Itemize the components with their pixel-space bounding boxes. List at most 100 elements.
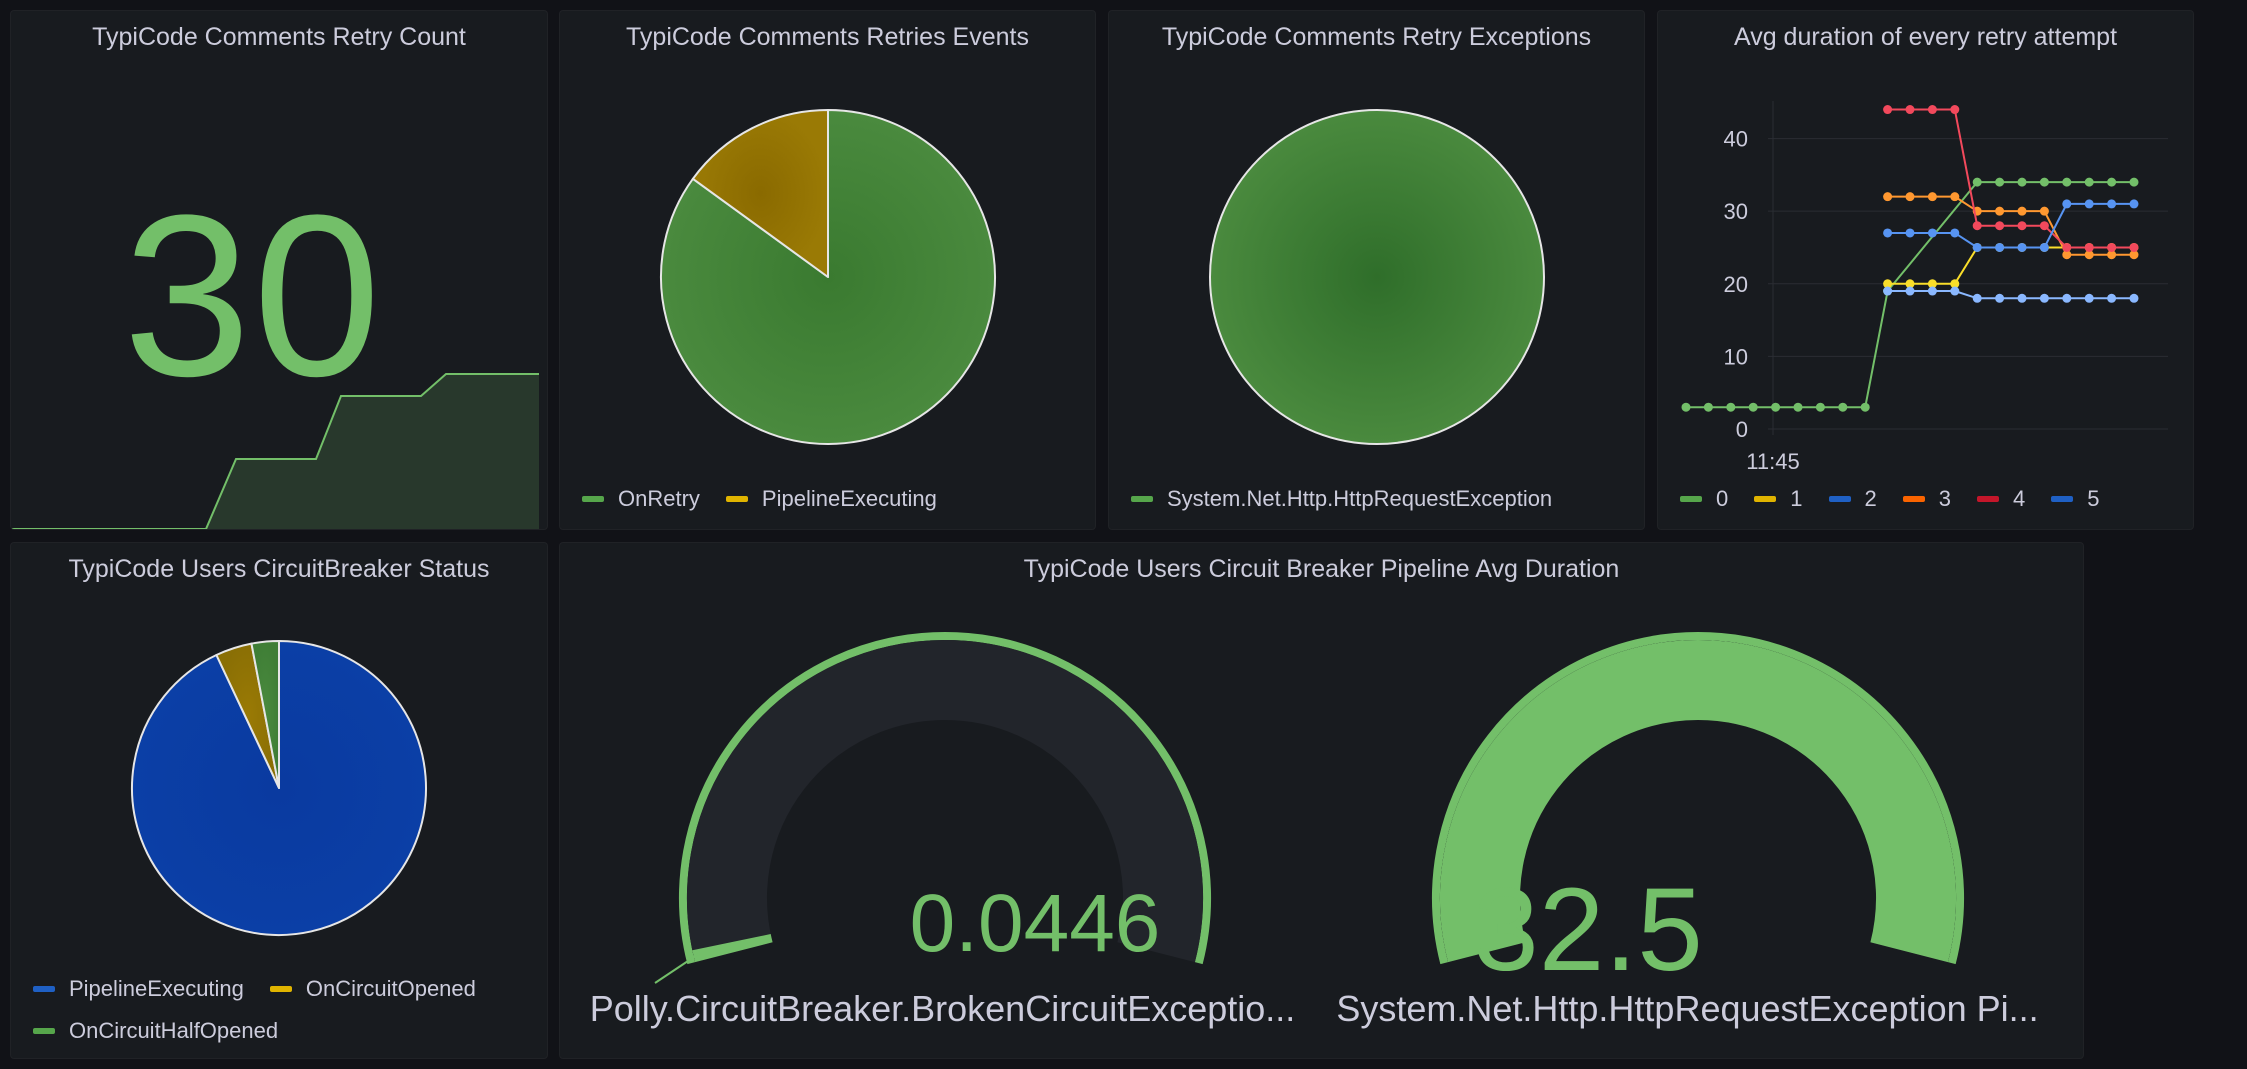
legend-item[interactable]: OnCircuitOpened [269, 968, 476, 1010]
retry-count-sparkline [11, 373, 539, 529]
series-point [2062, 242, 2072, 252]
legend-swatch [1902, 496, 1925, 502]
panel-title: TypiCode Comments Retries Events [626, 23, 1029, 51]
series-point [2017, 293, 2027, 303]
series-point [2129, 242, 2139, 252]
series-point [1838, 402, 1848, 412]
series-point [2084, 242, 2094, 252]
y-tick-label: 20 [1724, 272, 1748, 297]
pie-slice [250, 640, 280, 789]
series-point [1905, 192, 1915, 202]
legend-swatch [1754, 496, 1777, 502]
series-point [1883, 192, 1893, 202]
panel-retry-exceptions[interactable]: TypiCode Comments Retry Exceptions Syste… [1108, 10, 1645, 530]
series-point [1995, 177, 2005, 187]
legend-item[interactable]: PipelineExecuting [725, 478, 937, 520]
gauge-1-fill [692, 933, 773, 963]
sparkline-line [11, 373, 539, 529]
series-point [2017, 177, 2027, 187]
series-point [2062, 177, 2072, 187]
y-tick-label: 30 [1724, 199, 1748, 224]
series-point [2107, 242, 2117, 252]
panel-title: Avg duration of every retry attempt [1733, 23, 2118, 51]
panel-retry-count[interactable]: TypiCode Comments Retry Count 30 [10, 10, 548, 530]
sparkline-area [11, 374, 539, 529]
legend-item[interactable]: 2 [1828, 478, 1877, 520]
legend-label: OnCircuitOpened [305, 976, 476, 1001]
series-point [2084, 293, 2094, 303]
legend-item[interactable]: 0 [1680, 478, 1728, 520]
series-point [2107, 199, 2117, 209]
legend-label: System.Net.Http.HttpRequestException [1167, 486, 1553, 511]
legend-label: 3 [1938, 486, 1951, 511]
series-point [1905, 279, 1915, 289]
series-point [1927, 192, 1937, 202]
series-point [1972, 221, 1982, 231]
legend-item[interactable]: System.Net.Http.HttpRequestException [1131, 478, 1552, 520]
series-line [1887, 108, 2134, 249]
series-point [2129, 177, 2139, 187]
legend-item[interactable]: 1 [1754, 478, 1803, 520]
panel-cb-duration[interactable]: TypiCode Users Circuit Breaker Pipeline … [559, 542, 2084, 1059]
series-point [1950, 105, 1960, 115]
pie-slice [1209, 109, 1545, 445]
legend-swatch [269, 986, 292, 992]
series-point [1815, 402, 1825, 412]
legend-label: PipelineExecuting [761, 486, 937, 511]
y-tick-label: 0 [1736, 417, 1748, 442]
series-point [2084, 177, 2094, 187]
series-point [2039, 206, 2049, 216]
series-point [2017, 242, 2027, 252]
legend-swatch [1828, 496, 1851, 502]
series-point [1905, 105, 1915, 115]
series-point [2084, 199, 2094, 209]
series-point [1883, 286, 1893, 296]
series-point [2017, 206, 2027, 216]
series-point [2129, 250, 2139, 260]
pie-slice [691, 109, 829, 278]
gauge-label-2: System.Net.Http.HttpRequestException Pi.… [1336, 988, 2039, 1029]
series-point [1681, 402, 1691, 412]
panel-avg-duration[interactable]: Avg duration of every retry attempt 0 10 2… [1657, 10, 2194, 530]
series-point [1860, 402, 1870, 412]
legend-label: 5 [2087, 486, 2100, 511]
legend-swatch [582, 496, 604, 502]
legend: OnRetry PipelineExecuting [582, 478, 963, 520]
panel-retries-events[interactable]: TypiCode Comments Retries Events OnRetry… [559, 10, 1096, 530]
legend-label: PipelineExecuting [69, 976, 244, 1001]
legend-label: OnRetry [618, 486, 700, 511]
legend-item[interactable]: PipelineExecuting [33, 968, 244, 1010]
gauge-value-1: 0.0446 [909, 878, 1161, 969]
panel-cb-status[interactable]: TypiCode Users CircuitBreaker Status Pip… [10, 542, 548, 1059]
series-point [1793, 402, 1803, 412]
series-point [1950, 228, 1960, 238]
legend-item[interactable]: 5 [2051, 478, 2100, 520]
legend-item[interactable]: OnCircuitHalfOpened [33, 1010, 278, 1052]
legend: System.Net.Http.HttpRequestException [1131, 478, 1578, 520]
panel-title: TypiCode Users CircuitBreaker Status [68, 555, 490, 583]
series-point [2039, 177, 2049, 187]
series-point [1748, 402, 1758, 412]
series-point [2107, 177, 2117, 187]
legend-swatch [33, 986, 55, 992]
series-point [1905, 286, 1915, 296]
gauge-label-1: Polly.CircuitBreaker.BrokenCircuitExcept… [589, 988, 1296, 1029]
gauge-2-threshold [1432, 632, 1964, 965]
series-point [2039, 293, 2049, 303]
retry-exceptions-pie [1209, 109, 1545, 445]
legend-item[interactable]: OnRetry [582, 478, 700, 520]
legend-swatch [2051, 496, 2074, 502]
series-point [2107, 250, 2117, 260]
legend: PipelineExecuting OnCircuitOpened OnCircui… [33, 968, 533, 1052]
panel-title: TypiCode Comments Retry Exceptions [1161, 23, 1592, 51]
series-point [1950, 286, 1960, 296]
stat-value: 30 [123, 167, 383, 424]
avg-duration-line-chart: 0 10 20 30 40 11:45 [1681, 101, 2168, 474]
legend-item[interactable]: 4 [1977, 478, 2025, 520]
series-point [2017, 221, 2027, 231]
series-point [1927, 105, 1937, 115]
series-point [2039, 221, 2049, 231]
legend-item[interactable]: 3 [1902, 478, 1951, 520]
legend: 0 1 2 3 4 5 [1680, 478, 2126, 520]
series-point [1972, 293, 1982, 303]
